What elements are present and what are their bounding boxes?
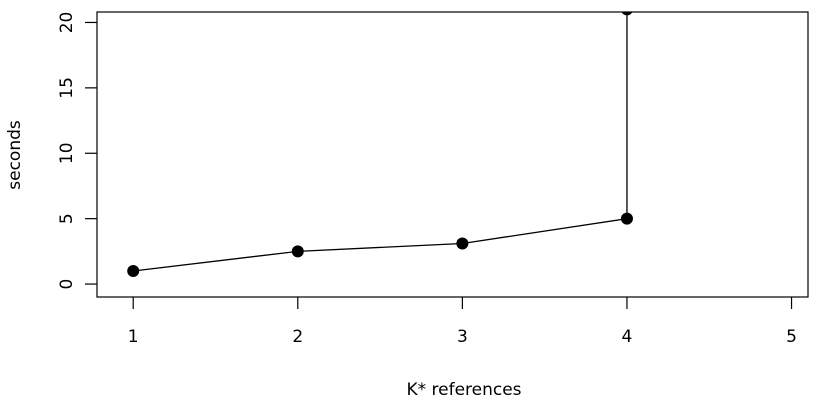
plot-area: [127, 12, 633, 277]
plot-box: [96, 11, 809, 298]
series-line: [133, 12, 628, 272]
y-tick-label: 5: [57, 213, 77, 224]
point: [127, 264, 140, 277]
x-tick-label: 3: [457, 327, 468, 347]
point: [456, 237, 469, 250]
y-tick-label: 10: [57, 142, 77, 164]
point: [620, 212, 633, 225]
point: [291, 245, 304, 258]
x-tick-label: 2: [292, 327, 303, 347]
y-axis-label: seconds: [5, 120, 25, 190]
x-tick-label: 1: [128, 327, 139, 347]
y-tick-label: 20: [57, 12, 77, 34]
x-axis-label: K* references: [406, 380, 521, 400]
y-tick-label: 0: [57, 279, 77, 290]
point: [621, 12, 633, 16]
y-tick-label: 15: [57, 77, 77, 99]
x-tick-label: 5: [786, 327, 797, 347]
x-tick-label: 4: [622, 327, 633, 347]
